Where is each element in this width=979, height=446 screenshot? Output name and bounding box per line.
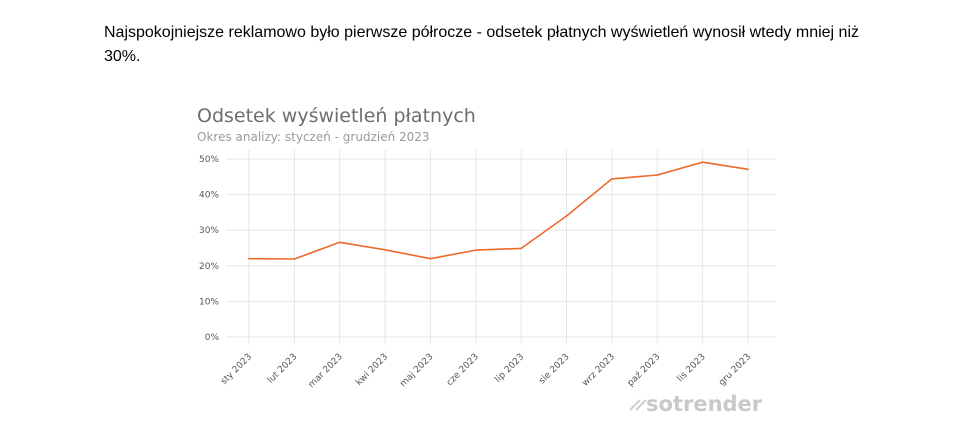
y-tick-label: 40%	[199, 191, 219, 201]
chart-subtitle: Okres analizy: styczeń - grudzień 2023	[197, 130, 430, 144]
data-point	[429, 257, 432, 260]
data-point	[656, 174, 659, 176]
x-tick-label: maj 2023	[398, 352, 435, 389]
sotrender-logo: sotrender	[629, 392, 763, 416]
x-tick-label: cze 2023	[445, 352, 481, 388]
data-point	[611, 178, 613, 180]
logo-mark-icon	[629, 399, 647, 411]
x-tick-label: sty 2023	[219, 352, 254, 387]
data-point	[384, 248, 386, 251]
data-point	[338, 241, 341, 244]
x-tick-label: lut 2023	[266, 352, 300, 386]
x-axis-ticks: sty 2023 lut 2023 mar 2023 kwi 2023 maj 2023…	[219, 352, 753, 390]
data-point	[701, 161, 704, 164]
intro-text: Najspokojniejsze reklamowo było pierwsze…	[104, 24, 859, 65]
y-tick-label: 30%	[199, 226, 219, 236]
chart-title: Odsetek wyświetleń płatnych	[197, 105, 476, 127]
series	[248, 161, 749, 260]
y-tick-label: 20%	[199, 262, 219, 272]
y-axis-ticks: 0% 10% 20% 30% 40% 50%	[199, 155, 219, 343]
data-point	[248, 257, 250, 260]
data-point	[565, 215, 568, 217]
y-tick-label: 50%	[199, 155, 219, 165]
grid	[226, 150, 776, 345]
x-tick-label: paź 2023	[626, 352, 663, 389]
y-tick-label: 0%	[205, 333, 220, 343]
x-tick-label: lis 2023	[676, 352, 708, 384]
series-line	[248, 161, 749, 260]
x-tick-label: sie 2023	[537, 352, 571, 386]
data-point	[474, 249, 477, 252]
x-tick-label: wrz 2023	[581, 352, 617, 388]
x-tick-label: mar 2023	[307, 352, 345, 390]
y-tick-label: 10%	[199, 297, 219, 307]
data-point	[520, 247, 523, 250]
data-point	[293, 258, 296, 260]
x-tick-label: lip 2023	[493, 352, 526, 385]
x-tick-label: kwi 2023	[354, 352, 390, 388]
watermark-text: sotrender	[646, 392, 763, 416]
data-point	[747, 168, 749, 171]
x-tick-label: gru 2023	[717, 352, 753, 388]
